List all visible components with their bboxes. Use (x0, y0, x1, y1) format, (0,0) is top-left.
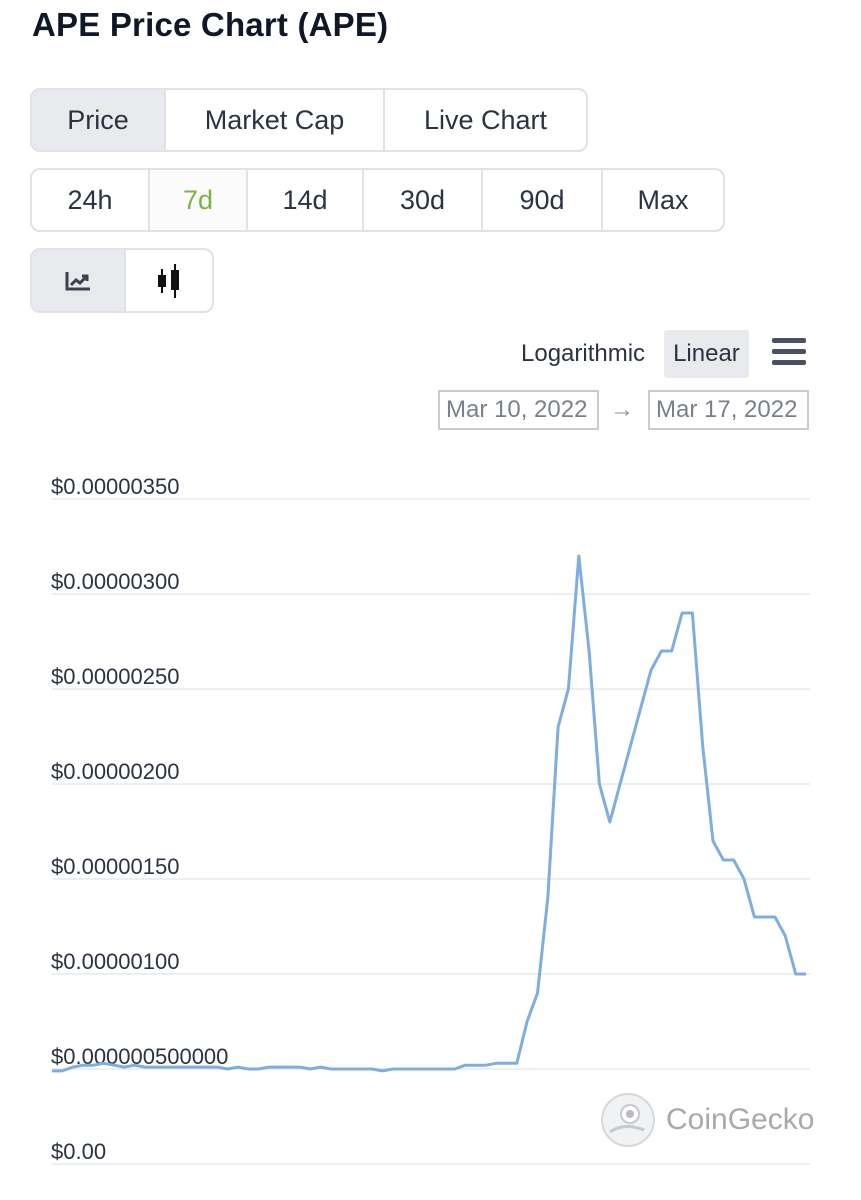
price-view-tabs: Price Market Cap Live Chart (30, 88, 588, 152)
page-title: APE Price Chart (APE) (32, 6, 389, 43)
chart-type-tabs (30, 248, 214, 313)
y-axis-ticks: $0.00000350 $0.00000300 $0.00000250 $0.0000… (51, 474, 228, 1164)
y-tick-label: $0.00000300 (51, 569, 179, 594)
line-chart-button[interactable] (32, 250, 126, 311)
y-tick-label: $0.00000250 (51, 664, 179, 689)
tab-market-cap[interactable]: Market Cap (166, 90, 385, 150)
coingecko-logo-icon (601, 1093, 655, 1147)
y-tick-label: $0.00000100 (51, 949, 179, 974)
tab-price[interactable]: Price (32, 90, 166, 150)
price-line (52, 554, 806, 1073)
range-7d[interactable]: 7d (150, 170, 248, 230)
y-tick-label: $0.00000350 (51, 474, 179, 499)
line-chart-icon (65, 271, 90, 290)
y-tick-label: $0.00000150 (51, 854, 179, 879)
scale-logarithmic[interactable]: Logarithmic (521, 340, 646, 367)
coingecko-watermark: CoinGecko (600, 1092, 814, 1148)
tab-live-chart[interactable]: Live Chart (423, 104, 548, 135)
range-90d[interactable]: 90d (483, 170, 603, 230)
y-tick-label: $0.00000200 (51, 759, 179, 784)
scale-toggle: Logarithmic Linear (512, 330, 749, 378)
time-range-tabs: 24h 7d 14d 30d 90d Max (30, 168, 725, 232)
range-30d[interactable]: 30d (364, 170, 483, 230)
price-chart: $0.00000350 $0.00000300 $0.00000250 $0.0000… (51, 474, 810, 1165)
candlestick-icon (158, 263, 179, 298)
range-max[interactable]: Max (637, 184, 689, 215)
candlestick-chart-button[interactable] (126, 250, 212, 311)
coingecko-wordmark: CoinGecko (666, 1103, 815, 1136)
date-from-input[interactable]: Mar 10, 2022 (438, 390, 599, 430)
date-to-input[interactable]: Mar 17, 2022 (648, 390, 809, 430)
date-range-arrow: → (610, 396, 634, 423)
range-24h[interactable]: 24h (32, 170, 150, 230)
hamburger-menu-icon[interactable] (772, 338, 806, 371)
range-14d[interactable]: 14d (248, 170, 364, 230)
scale-linear[interactable]: Linear (664, 330, 749, 378)
y-tick-label: $0.00 (51, 1139, 106, 1164)
